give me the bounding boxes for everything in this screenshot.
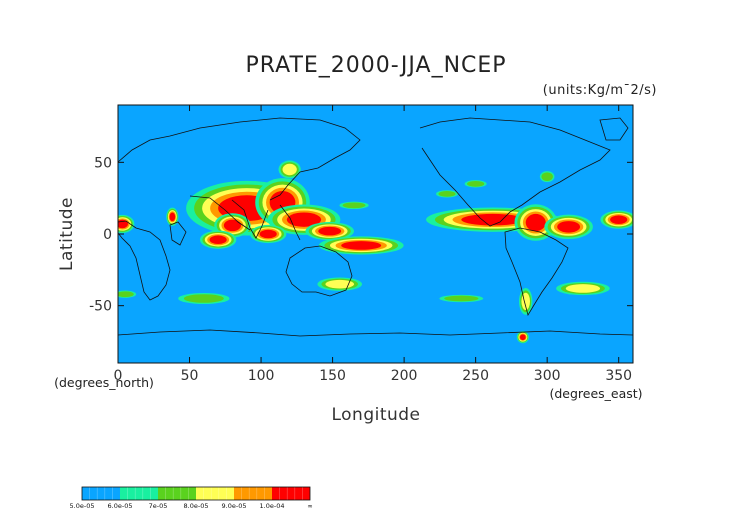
- precip-feature: [556, 281, 610, 296]
- precip-feature: [339, 201, 369, 210]
- precip-level-6: [223, 219, 242, 232]
- precip-feature: [278, 160, 301, 179]
- chart-title: PRATE_2000-JJA_NCEP: [245, 53, 506, 78]
- y-axis-title: Latitude: [57, 197, 77, 271]
- precipitation-field: [118, 160, 633, 344]
- precip-feature: [436, 190, 459, 198]
- x-tick-label: 300: [534, 368, 561, 384]
- precip-level-6: [341, 241, 382, 250]
- y-unit-label: (degrees_north): [54, 375, 154, 390]
- precip-feature: [166, 207, 179, 226]
- precip-feature: [305, 222, 354, 241]
- precip-feature: [199, 230, 237, 249]
- colorbar-label: 9.0e-05: [222, 502, 247, 510]
- x-tick-label: 150: [319, 368, 346, 384]
- precip-level-4: [282, 163, 297, 176]
- colorbar-label: 1.0e-04: [260, 502, 285, 510]
- colorbar-frame: [81, 486, 311, 501]
- precip-feature: [317, 277, 363, 291]
- precip-feature: [600, 210, 633, 229]
- colorbar-label: 6.0e-05: [108, 502, 133, 510]
- precip-level-3: [118, 291, 134, 298]
- precip-level-6: [610, 215, 628, 224]
- coastlines: [118, 117, 633, 337]
- colorbar-swatch: [196, 487, 234, 500]
- x-tick-label: 100: [248, 368, 275, 384]
- x-axis-title: Longitude: [331, 405, 420, 425]
- precip-feature: [464, 180, 487, 188]
- precip-feature: [439, 294, 484, 303]
- precip-feature: [250, 224, 287, 244]
- precip-feature: [178, 292, 230, 305]
- precip-feature: [318, 236, 404, 255]
- precip-level-6: [259, 229, 277, 239]
- precip-level-3: [183, 294, 224, 303]
- colorbar-swatch: [234, 487, 272, 500]
- precip-feature: [519, 287, 533, 315]
- colorbar-label: 7e-05: [149, 502, 168, 510]
- y-tick-label: 50: [94, 155, 112, 171]
- y-axis: -50 0 50: [89, 155, 633, 315]
- precip-level-4: [325, 279, 355, 289]
- precip-feature: [214, 213, 251, 238]
- precip-feature: [118, 290, 137, 298]
- precip-level-3: [467, 180, 485, 187]
- precip-level-3: [438, 191, 456, 197]
- precip-level-6: [318, 226, 342, 236]
- colorbar-label: 8.0e-05: [184, 502, 209, 510]
- precip-level-6: [557, 221, 581, 233]
- colorbar-swatch: [82, 487, 120, 500]
- x-tick-label: 200: [391, 368, 418, 384]
- x-tick-label: 0: [114, 368, 123, 384]
- precip-level-6: [286, 212, 322, 227]
- units-label: (units:Kg/m¯2/s): [543, 83, 657, 98]
- x-tick-label: 350: [605, 368, 632, 384]
- colorbar-label: 5.0e-05: [70, 502, 95, 510]
- precip-level-3: [342, 202, 366, 209]
- colorbar-swatch: [158, 487, 196, 500]
- x-axis: 0 50 100 150 200 250 300 350: [114, 105, 632, 384]
- y-tick-label: 0: [103, 227, 112, 243]
- precip-level-6: [169, 212, 176, 222]
- precip-feature: [516, 331, 529, 344]
- precip-feature: [514, 204, 557, 241]
- precip-level-6: [519, 334, 526, 341]
- colorbar-swatch: [120, 487, 158, 500]
- x-unit-label: (degrees_east): [549, 386, 642, 401]
- precip-level-6: [461, 213, 525, 226]
- precip-feature: [544, 214, 593, 239]
- precip-level-3: [444, 295, 479, 302]
- colorbar: 5.0e-05 6.0e-05 7e-05 8.0e-05 9.0e-05 1.0e-04…: [70, 486, 313, 510]
- y-tick-label: -50: [89, 299, 112, 315]
- precip-level-4: [565, 284, 601, 293]
- precip-level-6: [525, 213, 546, 232]
- colorbar-label: ∞: [307, 502, 312, 510]
- x-tick-label: 250: [462, 368, 489, 384]
- x-tick-label: 50: [181, 368, 199, 384]
- colorbar-swatch: [272, 487, 310, 500]
- precip-level-6: [209, 235, 227, 245]
- precip-level-3: [541, 172, 553, 181]
- precip-feature: [539, 171, 555, 183]
